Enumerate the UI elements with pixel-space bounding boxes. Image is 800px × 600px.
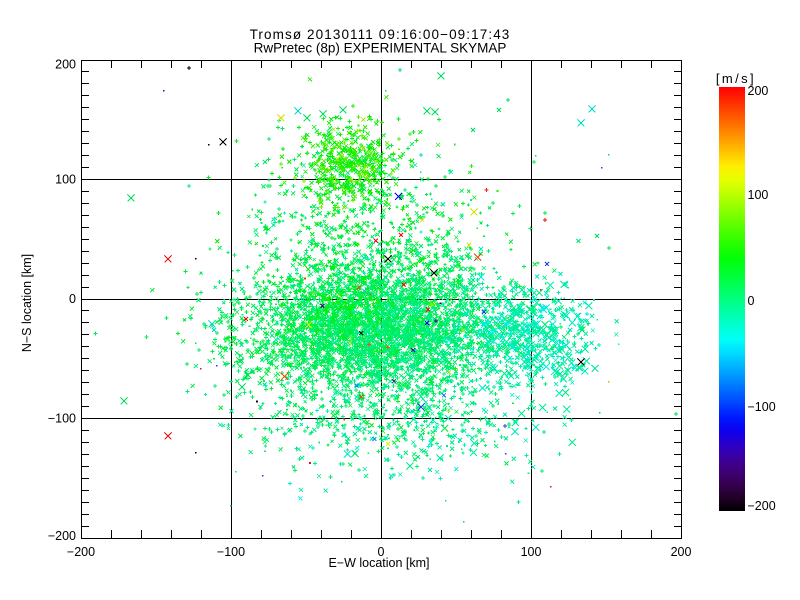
svg-text:−200: −200: [48, 529, 76, 543]
svg-text:−200: −200: [748, 499, 776, 513]
svg-text:100: 100: [55, 173, 76, 187]
svg-text:−100: −100: [217, 545, 245, 559]
svg-text:[m/s]: [m/s]: [716, 71, 756, 86]
svg-text:Tromsø 20130111 09:16:00−09:17: Tromsø 20130111 09:16:00−09:17:43: [250, 27, 511, 42]
svg-text:−200: −200: [67, 545, 95, 559]
svg-text:RwPretec (8p) EXPERIMENTAL SKY: RwPretec (8p) EXPERIMENTAL SKYMAP: [254, 41, 507, 56]
svg-text:200: 200: [55, 58, 76, 72]
svg-text:0: 0: [69, 292, 76, 306]
svg-text:0: 0: [748, 294, 755, 308]
svg-text:0: 0: [378, 545, 385, 559]
svg-text:200: 200: [748, 84, 769, 98]
svg-text:−100: −100: [48, 412, 76, 426]
svg-text:100: 100: [521, 545, 542, 559]
svg-text:−100: −100: [748, 400, 776, 414]
svg-text:200: 200: [671, 545, 692, 559]
svg-text:N−S location [km]: N−S location [km]: [20, 254, 34, 352]
svg-text:E−W location [km]: E−W location [km]: [328, 556, 429, 570]
svg-text:100: 100: [748, 188, 769, 202]
